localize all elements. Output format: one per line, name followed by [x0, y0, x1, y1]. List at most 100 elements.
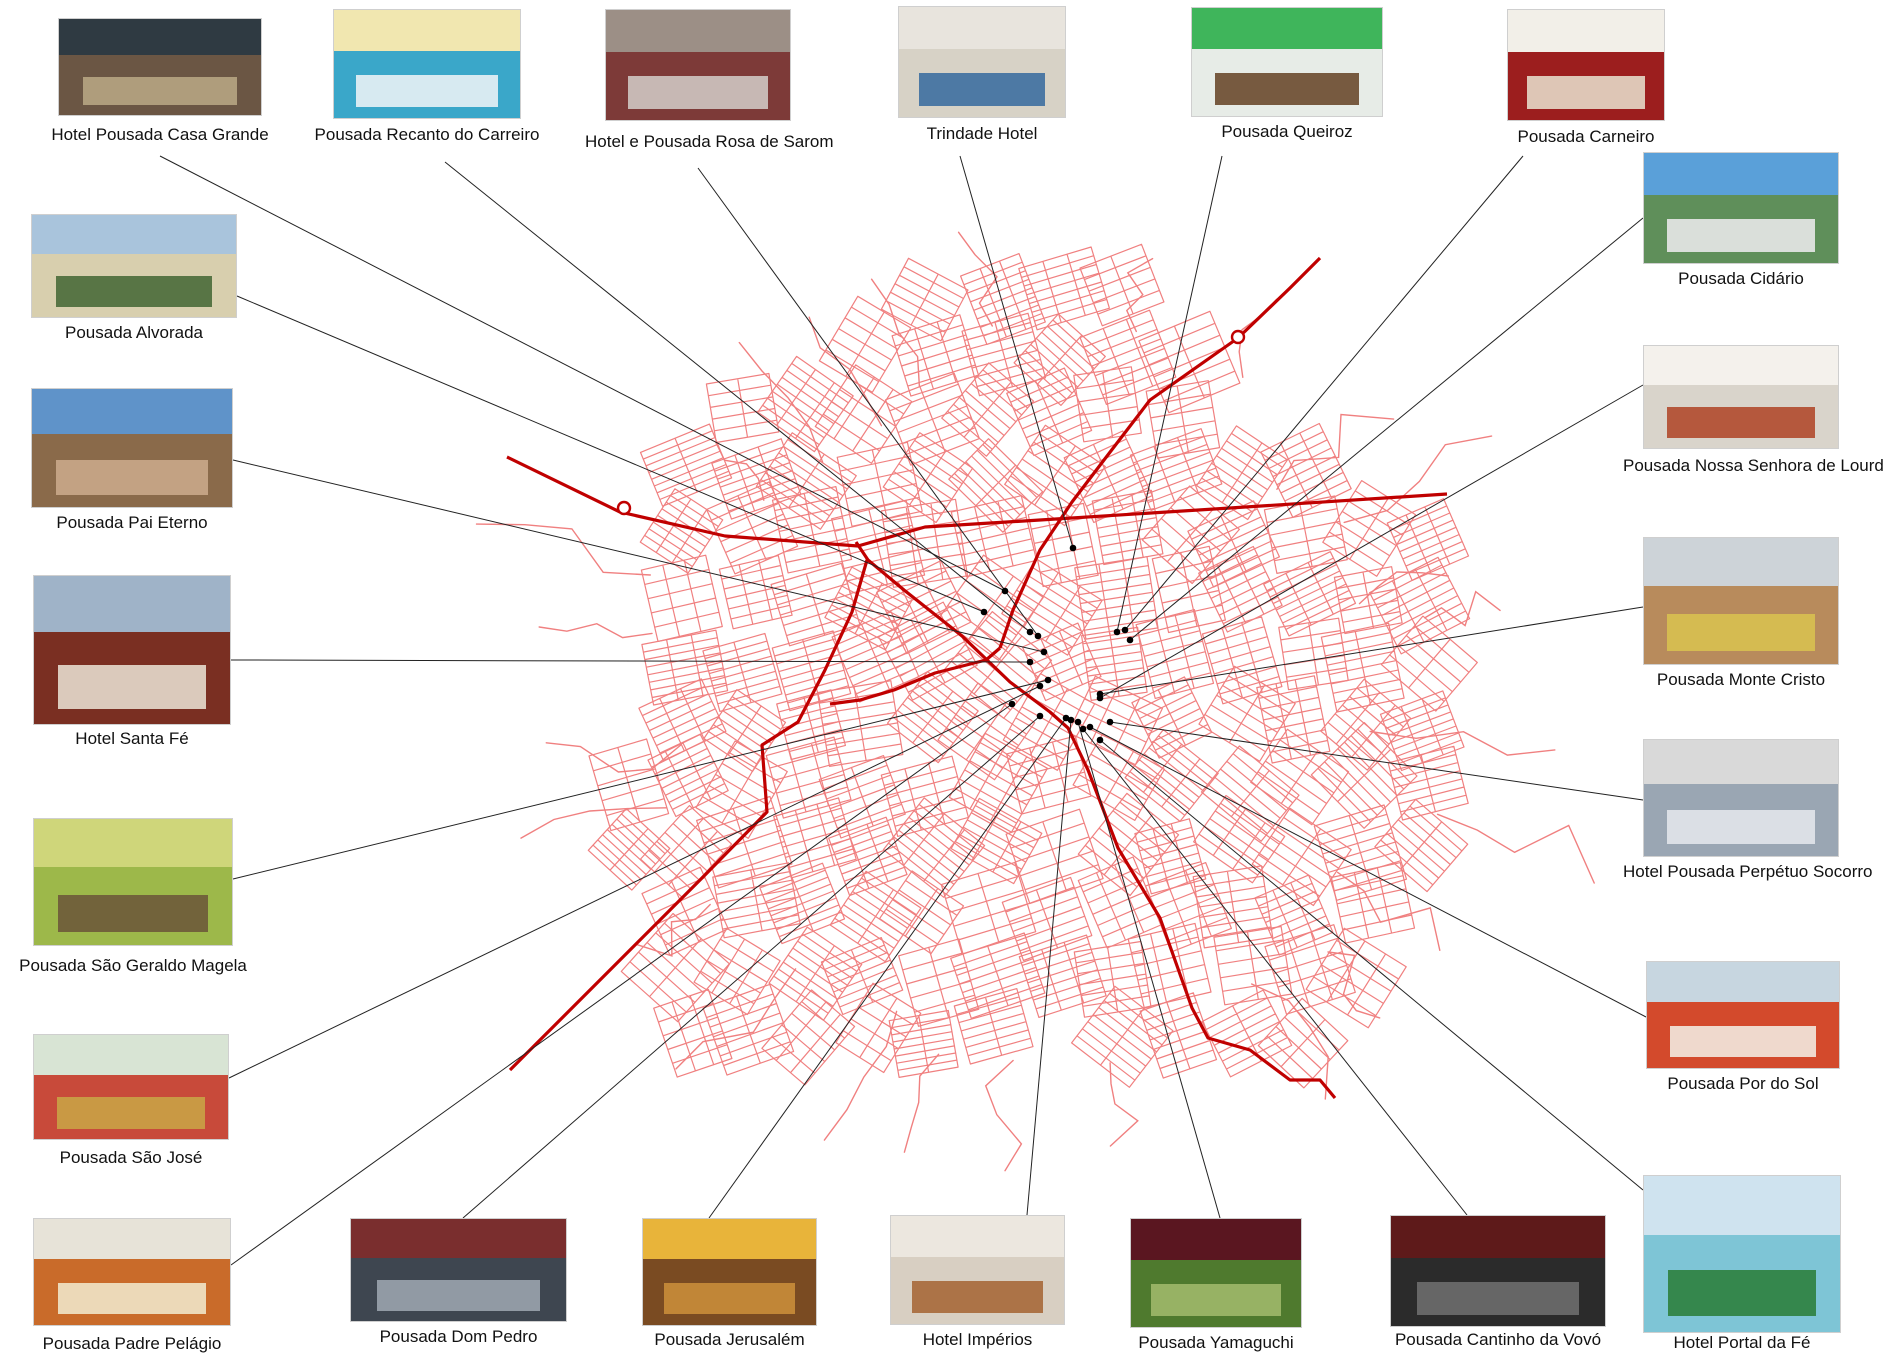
- photo-detail: [1667, 407, 1815, 438]
- hotel-marker-santa-fe[interactable]: [1026, 658, 1034, 666]
- hotel-marker-queiroz[interactable]: [1113, 628, 1121, 636]
- street-segment-168: [1424, 590, 1501, 627]
- hotel-panel-yamaguchi[interactable]: Pousada Yamaguchi: [1130, 1218, 1302, 1352]
- hotel-panel-dom-pedro[interactable]: Pousada Dom Pedro: [350, 1218, 567, 1346]
- street-segment-150: [903, 1053, 940, 1153]
- leader-line-portal-da-fe: [1099, 739, 1644, 1191]
- street-segment-39: [831, 611, 920, 703]
- hotel-panel-sao-geraldo-magela[interactable]: Pousada São Geraldo Magela: [19, 818, 247, 975]
- street-segment-147: [1251, 983, 1329, 1100]
- street-segment-106: [1144, 862, 1232, 953]
- hotel-photo: [1643, 1175, 1841, 1333]
- leader-line-queiroz: [1116, 155, 1223, 633]
- street-segment-121: [1263, 551, 1357, 637]
- hotel-panel-trindade[interactable]: Trindade Hotel: [898, 6, 1066, 143]
- hotel-panel-cantinho-vovo[interactable]: Pousada Cantinho da Vovó: [1390, 1215, 1606, 1349]
- leader-line-perpetuo-socorro: [1109, 721, 1644, 801]
- photo-background: [34, 819, 232, 867]
- hotel-panel-perpetuo-socorro[interactable]: Hotel Pousada Perpétuo Socorro: [1623, 739, 1873, 881]
- street-segment-77: [1001, 558, 1103, 656]
- hotel-marker-cantinho-vovo[interactable]: [1079, 725, 1087, 733]
- street-segment-144: [1436, 813, 1595, 884]
- street-segment-41: [818, 755, 906, 839]
- street-segment-71: [953, 988, 1034, 1065]
- street-segment-87: [1063, 430, 1153, 524]
- hotel-marker-recanto-carreiro[interactable]: [1026, 628, 1034, 636]
- hotel-marker-imperios[interactable]: [1067, 716, 1075, 724]
- hotel-marker-carneiro[interactable]: [1121, 626, 1129, 634]
- hotel-marker-jerusalem[interactable]: [1062, 714, 1070, 722]
- hotel-panel-casa-grande[interactable]: Hotel Pousada Casa Grande: [51, 18, 269, 144]
- hotel-marker-sao-jose[interactable]: [1036, 682, 1044, 690]
- hotel-marker-cidario[interactable]: [1126, 636, 1134, 644]
- hotel-panel-carneiro[interactable]: Pousada Carneiro: [1507, 9, 1665, 146]
- street-segment-11: [653, 988, 733, 1078]
- street-segment-72: [1018, 246, 1110, 331]
- hotel-name: Pousada São José: [59, 1148, 203, 1167]
- photo-background: [32, 389, 232, 434]
- hotel-photo: [1646, 961, 1840, 1069]
- hotel-photo: [1643, 345, 1839, 449]
- hotel-marker-trindade[interactable]: [1069, 544, 1077, 552]
- hotel-panel-imperios[interactable]: Hotel Impérios: [890, 1215, 1065, 1349]
- photo-detail: [56, 276, 212, 307]
- hotel-panel-padre-pelagio[interactable]: Pousada Padre Pelágio: [33, 1218, 231, 1353]
- hotel-marker-casa-grande[interactable]: [1001, 587, 1009, 595]
- hotel-marker-padre-pelagio[interactable]: [1008, 700, 1016, 708]
- hotel-panel-queiroz[interactable]: Pousada Queiroz: [1191, 7, 1383, 141]
- street-segment-58: [888, 1009, 959, 1078]
- photo-background: [1131, 1219, 1301, 1261]
- street-segment-161: [870, 278, 921, 388]
- hotel-marker-dom-pedro[interactable]: [1036, 712, 1044, 720]
- hotel-panel-alvorada[interactable]: Pousada Alvorada: [31, 214, 237, 342]
- hotel-marker-alvorada[interactable]: [980, 608, 988, 616]
- street-segment-15: [718, 555, 793, 630]
- street-segment-83: [1018, 934, 1107, 1018]
- street-segment-79: [1002, 673, 1096, 771]
- hotel-name: Hotel Pousada Perpétuo Socorro: [1623, 862, 1873, 881]
- hotel-panel-santa-fe[interactable]: Hotel Santa Fé: [33, 575, 231, 748]
- photo-background: [1644, 346, 1838, 385]
- street-segment-29: [765, 736, 852, 819]
- leader-line-padre-pelagio: [230, 703, 1013, 1266]
- hotel-panel-sao-jose[interactable]: Pousada São José: [33, 1034, 229, 1167]
- street-segment-139: [1380, 615, 1478, 712]
- street-segment-80: [1006, 735, 1092, 815]
- hotel-photo: [1507, 9, 1665, 121]
- photo-detail: [1667, 219, 1815, 252]
- hotel-panel-recanto-carreiro[interactable]: Pousada Recanto do Carreiro: [315, 9, 539, 144]
- hotel-name: Hotel Santa Fé: [75, 729, 189, 748]
- hotel-marker-portal-da-fe[interactable]: [1096, 736, 1104, 744]
- street-segment-116: [1192, 865, 1274, 949]
- photo-detail: [57, 664, 207, 710]
- hotel-panel-jerusalem[interactable]: Pousada Jerusalém: [642, 1218, 817, 1349]
- hotel-marker-monte-cristo[interactable]: [1096, 690, 1104, 698]
- street-segment-156: [538, 622, 653, 639]
- hotel-marker-pai-eterno[interactable]: [1040, 648, 1048, 656]
- street-segment-23: [757, 355, 854, 453]
- street-segment-90: [1081, 626, 1148, 701]
- hotel-marker-por-do-sol[interactable]: [1086, 723, 1094, 731]
- hotel-panel-portal-da-fe[interactable]: Hotel Portal da Fé: [1643, 1175, 1841, 1352]
- hotel-marker-sao-geraldo-magela[interactable]: [1044, 676, 1052, 684]
- hotel-marker-rosa-sarom[interactable]: [1034, 632, 1042, 640]
- hotel-photo: [350, 1218, 567, 1322]
- street-segment-38: [824, 566, 913, 651]
- street-segment-26: [770, 562, 861, 647]
- street-segment-56: [879, 870, 965, 955]
- street-segment-126: [1254, 874, 1334, 956]
- hotel-panel-por-do-sol[interactable]: Pousada Por do Sol: [1646, 961, 1840, 1093]
- street-segment-44: [820, 937, 904, 1016]
- hotel-marker-perpetuo-socorro[interactable]: [1106, 718, 1114, 726]
- street-segment-25: [771, 486, 853, 574]
- hotel-panel-monte-cristo[interactable]: Pousada Monte Cristo: [1643, 537, 1839, 689]
- hotel-marker-yamaguchi[interactable]: [1074, 718, 1082, 726]
- hotel-panel-nossa-senhora-lourdes[interactable]: Pousada Nossa Senhora de Lourdes: [1623, 345, 1883, 475]
- hotel-panel-rosa-sarom[interactable]: Hotel e Pousada Rosa de Sarom: [585, 9, 834, 151]
- street-segment-122: [1278, 617, 1349, 691]
- hotel-panel-pai-eterno[interactable]: Pousada Pai Eterno: [31, 388, 233, 532]
- street-segment-55: [882, 797, 986, 898]
- hotel-panel-cidario[interactable]: Pousada Cidário: [1643, 152, 1839, 288]
- hotel-photo: [642, 1218, 817, 1326]
